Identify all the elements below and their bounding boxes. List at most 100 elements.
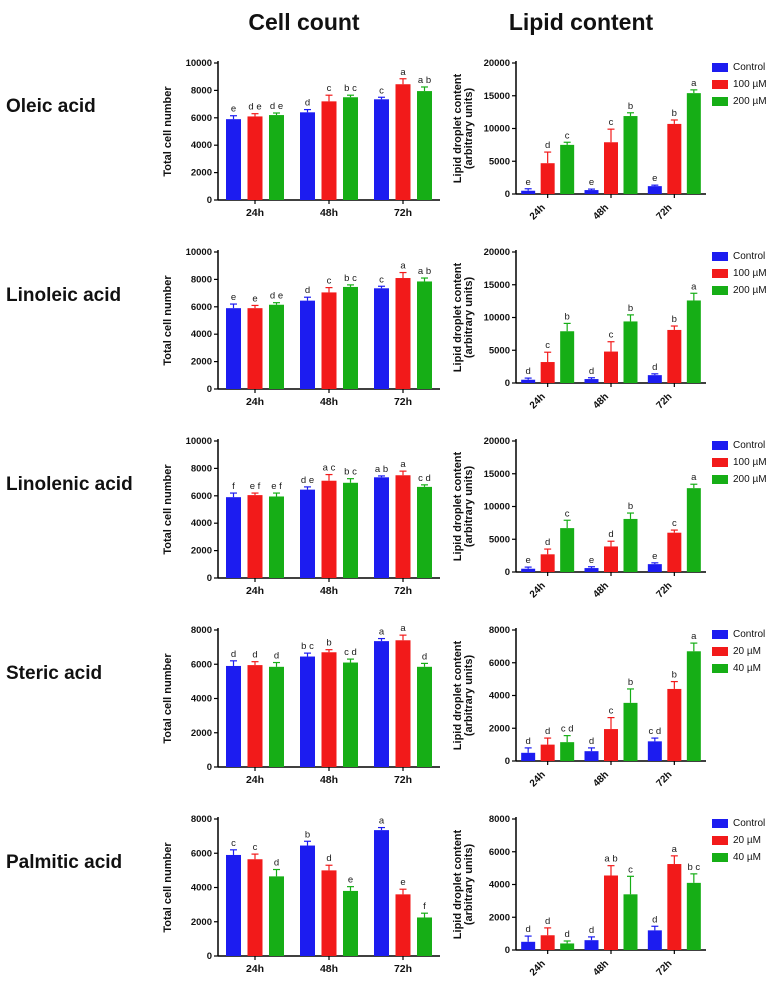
x-tick-label: 48h [320, 207, 338, 219]
x-tick-label: 72h [654, 580, 674, 600]
bar-20-m-72h [667, 688, 682, 761]
legend-swatch-icon [712, 836, 728, 845]
bar-control-48h [584, 751, 599, 761]
y-tick-label: 6000 [489, 847, 510, 858]
figure-body: Oleic acid 0 2000 4000 6000 8000 10000 Total c… [0, 44, 778, 989]
legend-swatch-icon [712, 63, 728, 72]
legend-label: 40 µM [733, 663, 761, 674]
y-tick-label: 0 [207, 762, 212, 773]
bar-100-m-72h [667, 532, 682, 572]
significance-letter: c d [344, 647, 357, 658]
bar-20-m-48h [604, 875, 618, 950]
x-tick-label: 72h [394, 585, 412, 597]
bar-100-m-72h [667, 329, 682, 383]
bar-40-m-72h [417, 917, 432, 956]
bar-200-m-24h [560, 331, 575, 383]
legend-item-control: Control [712, 818, 765, 829]
lipid-content-chart-panel: 0 5000 10000 15000 20000 Lipid droplet conten… [450, 422, 778, 606]
bar-200-m-72h [417, 281, 432, 389]
significance-letter: d [526, 924, 531, 935]
legend-swatch-icon [712, 664, 728, 673]
bar-200-m-72h [417, 91, 432, 200]
bar-control-24h [521, 752, 536, 761]
bar-200-m-24h [560, 528, 575, 572]
bar-100-m-72h [395, 278, 411, 389]
bar-20-m-72h [395, 640, 411, 767]
legend-swatch-icon [712, 252, 728, 261]
legend-label: Control [733, 251, 766, 262]
x-tick-label: 48h [591, 391, 611, 411]
significance-letter: d [589, 366, 594, 377]
x-tick-label: 48h [320, 396, 338, 408]
bar-control-24h [521, 941, 536, 950]
bar-200-m-48h [343, 482, 358, 578]
x-tick-label: 72h [654, 391, 674, 411]
significance-letter: e [348, 875, 353, 886]
bar-40-m-48h [343, 890, 358, 956]
bar-40-m-48h [623, 702, 638, 761]
significance-letter: c d [418, 473, 431, 484]
significance-letter: d [422, 651, 427, 662]
significance-letter: b [565, 311, 570, 322]
legend-swatch-icon [712, 97, 728, 106]
y-axis-title: Total cell number [162, 275, 174, 366]
bar-control-48h [300, 300, 315, 389]
legend-item-control: Control [712, 251, 767, 262]
legend-label: 200 µM [733, 96, 767, 107]
chart-oleic-acid-lipid-content: 0 5000 10000 15000 20000 Lipid droplet conten… [452, 58, 706, 222]
significance-letter: d e [248, 102, 261, 113]
cell-count-chart-panel: 0 2000 4000 6000 8000 10000 Total cell number 2… [158, 233, 450, 417]
y-tick-label: 0 [207, 951, 212, 962]
bar-200-m-48h [623, 321, 638, 383]
bar-40-m-72h [686, 882, 701, 950]
y-tick-label: 20000 [484, 436, 510, 447]
significance-letter: c [327, 83, 332, 94]
bar-100-m-72h [395, 84, 411, 200]
y-tick-label: 8000 [489, 814, 510, 825]
bar-200-m-24h [269, 115, 284, 200]
figure-row: Steric acid 0 2000 4000 6000 8000 Total cell … [0, 611, 778, 800]
significance-letter: b [672, 314, 677, 325]
x-tick-label: 24h [246, 963, 264, 975]
significance-letter: a [379, 627, 385, 638]
significance-letter: a b [604, 854, 617, 865]
x-tick-label: 24h [246, 585, 264, 597]
significance-letter: e [231, 292, 236, 303]
significance-letter: a b [418, 266, 431, 277]
chart-steric-acid-lipid-content: 0 2000 4000 6000 8000 Lipid droplet content(a… [452, 625, 706, 789]
significance-letter: e [526, 555, 531, 566]
legend: Control 20 µM 40 µM [712, 615, 765, 674]
legend-label: Control [733, 62, 766, 73]
significance-letter: e [252, 293, 257, 304]
bar-control-72h [647, 375, 662, 383]
chart-linolenic-acid-lipid-content: 0 5000 10000 15000 20000 Lipid droplet conten… [452, 436, 706, 600]
bar-100-m-48h [604, 142, 618, 194]
row-label: Steric acid [6, 663, 103, 684]
bar-100-m-24h [247, 116, 263, 200]
x-tick-label: 72h [654, 202, 674, 222]
y-tick-label: 2000 [191, 917, 212, 928]
x-tick-label: 72h [394, 396, 412, 408]
y-tick-label: 2000 [191, 357, 212, 368]
y-tick-label: 20000 [484, 247, 510, 258]
bar-control-72h [374, 830, 389, 956]
figure-row: Oleic acid 0 2000 4000 6000 8000 10000 Total c… [0, 44, 778, 233]
y-tick-label: 8000 [191, 463, 212, 474]
column-title-cell-count: Cell count [248, 8, 360, 35]
bar-200-m-72h [417, 486, 432, 578]
bar-control-24h [226, 119, 241, 200]
legend-label: 40 µM [733, 852, 761, 863]
significance-letter: d [305, 285, 310, 296]
bar-100-m-48h [321, 101, 337, 200]
y-tick-label: 4000 [489, 880, 510, 891]
y-tick-label: 4000 [191, 518, 212, 529]
x-tick-label: 24h [528, 202, 548, 222]
bar-100-m-48h [604, 351, 618, 383]
x-tick-label: 24h [528, 580, 548, 600]
legend-swatch-icon [712, 647, 728, 656]
y-tick-label: 6000 [191, 302, 212, 313]
significance-letter: d [545, 726, 550, 737]
bar-100-m-24h [540, 163, 555, 194]
legend-item-40-m: 40 µM [712, 852, 765, 863]
